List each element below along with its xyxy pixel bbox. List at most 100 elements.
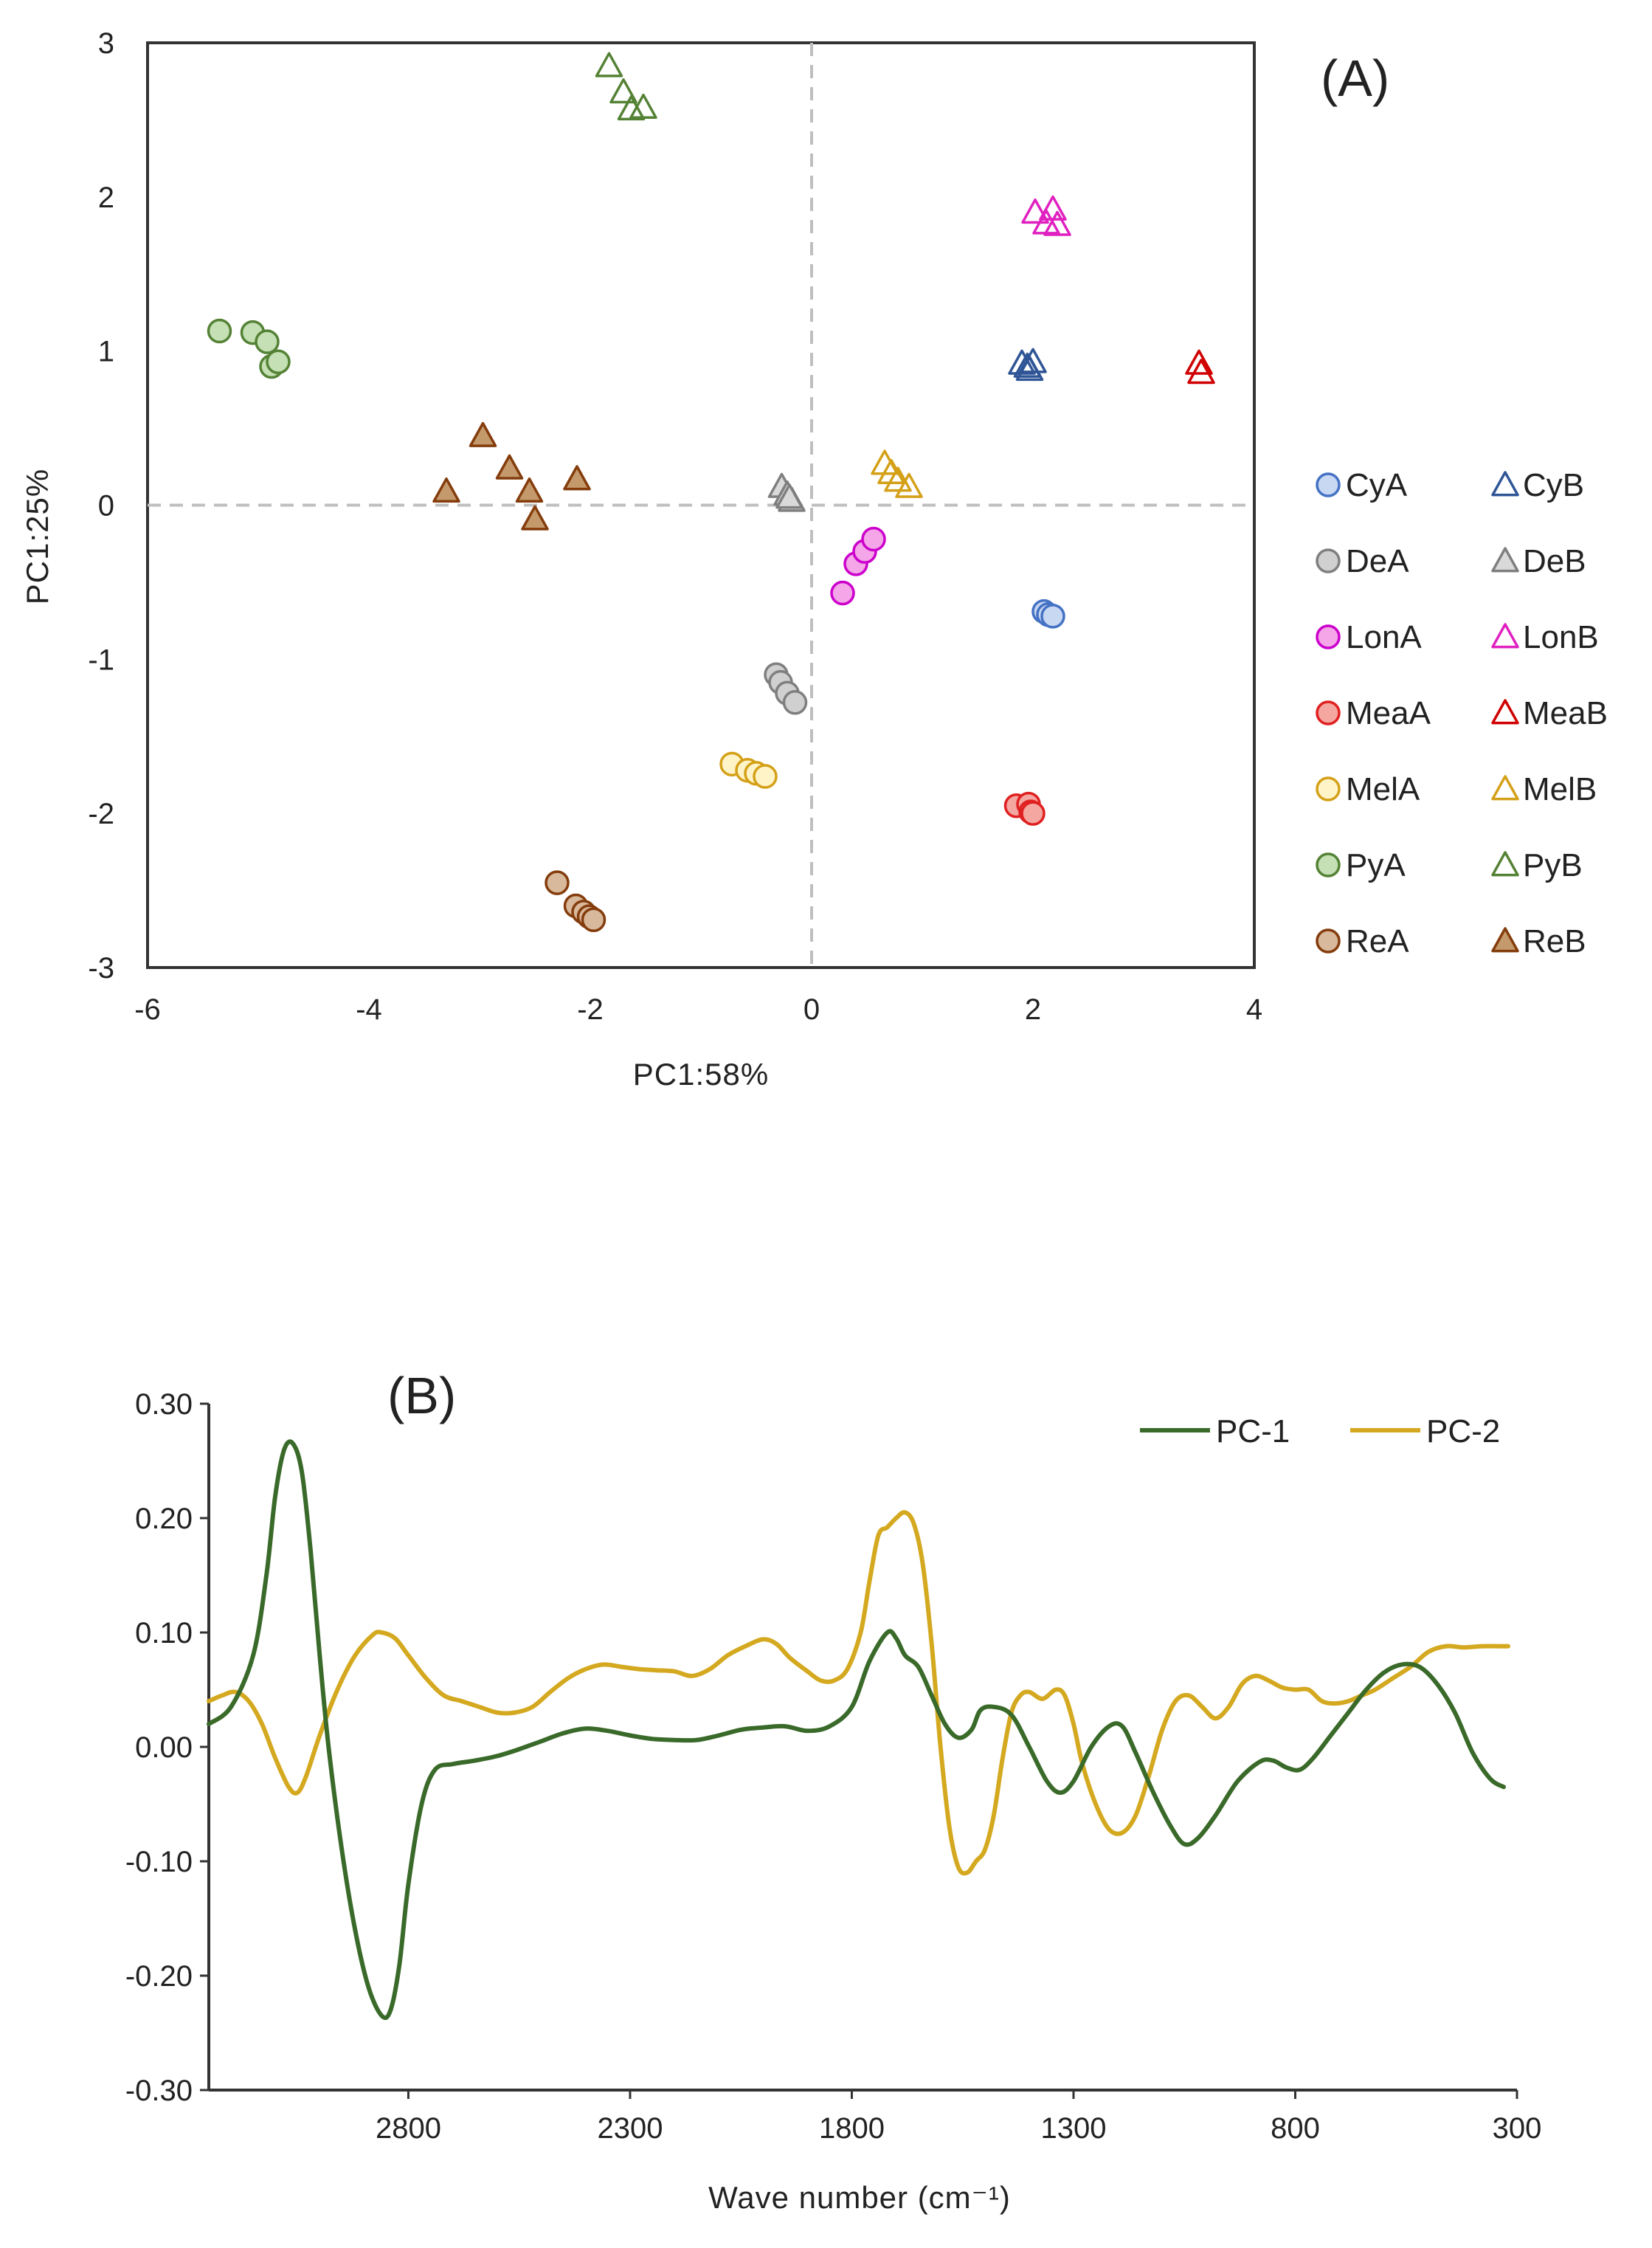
legend-marker-cya <box>1316 472 1341 497</box>
point-lona <box>830 580 855 606</box>
series-line-pc-1 <box>207 1439 1506 2021</box>
point-reb <box>495 454 524 480</box>
legend-label-dea: DeA <box>1346 543 1409 579</box>
legend-marker-dea <box>1316 548 1341 573</box>
y-tick-label: 1 <box>98 336 114 368</box>
point-reb <box>521 505 549 531</box>
legend-marker-rea <box>1316 928 1341 954</box>
point-pya <box>207 318 232 344</box>
point-melb <box>884 466 912 492</box>
point-melb <box>895 472 923 498</box>
legend-label-deb: DeB <box>1523 543 1586 579</box>
point-reb <box>469 421 497 447</box>
legend-marker-pya <box>1316 852 1341 878</box>
x-tick-label: 1800 <box>819 2112 885 2145</box>
legend-label-melb: MelB <box>1523 771 1597 807</box>
legend-label-mela: MelA <box>1346 771 1420 807</box>
legend-marker-lonb <box>1491 623 1519 649</box>
x-tick-label: -2 <box>577 993 604 1026</box>
point-rea <box>545 870 570 895</box>
point-rea <box>581 907 606 933</box>
line-series-b <box>207 1439 1510 2021</box>
x-tick-label: 4 <box>1246 993 1262 1026</box>
point-meab <box>1187 359 1215 385</box>
axis-ticks-a: -6 -4 -2 0 2 4 -3 -2 -1 0 1 2 3 <box>88 27 1262 1026</box>
point-pyb <box>629 93 657 120</box>
legend-b: PC-1 PC-2 <box>1140 1413 1500 1449</box>
x-axis-title-b: Wave number (cm⁻¹) <box>708 2180 1011 2215</box>
y-tick-label: 0 <box>98 490 114 523</box>
legend-label-rea: ReA <box>1346 923 1409 959</box>
point-reb <box>515 477 544 503</box>
point-pyb <box>595 52 623 77</box>
y-tick-label: 0.20 <box>135 1503 193 1535</box>
legend-label-lona: LonA <box>1346 619 1422 655</box>
point-dea <box>782 690 808 715</box>
x-tick-label: 2 <box>1025 993 1041 1026</box>
legend-marker-pyb <box>1491 851 1519 877</box>
legend-marker-reb <box>1491 927 1519 953</box>
legend-label-meaa: MeaA <box>1346 695 1431 731</box>
legend-label-pya: PyA <box>1346 847 1406 883</box>
point-mela <box>753 764 778 789</box>
y-tick-label: -1 <box>88 644 114 676</box>
x-tick-label: 2300 <box>597 2112 663 2145</box>
y-tick-label: -0.20 <box>125 1960 193 1993</box>
legend-marker-cyb <box>1491 471 1519 497</box>
legend-marker-meab <box>1491 699 1519 725</box>
series-line-pc-2 <box>207 1510 1510 1876</box>
point-meaa <box>1020 801 1046 826</box>
x-tick-label: -4 <box>356 993 382 1026</box>
x-tick-label: 800 <box>1271 2112 1320 2145</box>
panel-b: 0.30 0.20 0.10 0.00 -0.10 -0.20 -0.30 2800 2300 1… <box>125 1367 1542 2215</box>
y-axis-title-a: PC1:25% <box>20 469 55 604</box>
y-tick-label: -0.10 <box>125 1846 193 1878</box>
legend-marker-mela <box>1316 776 1341 801</box>
point-lonb <box>1021 198 1049 224</box>
y-tick-label: 3 <box>98 27 114 60</box>
point-pyb <box>609 78 637 104</box>
legend-label-meab: MeaB <box>1523 695 1608 731</box>
point-reb <box>432 477 460 503</box>
y-tick-label: -3 <box>88 952 114 985</box>
point-pya <box>255 329 280 354</box>
panel-label-b: (B) <box>387 1367 456 1424</box>
y-tick-label: 2 <box>98 182 114 214</box>
point-lona <box>861 526 886 552</box>
point-deb <box>775 483 803 509</box>
legend-label-pyb: PyB <box>1523 847 1583 883</box>
legend-label-pc-2: PC-2 <box>1426 1413 1500 1449</box>
legend-label-reb: ReB <box>1523 923 1586 959</box>
point-melb <box>877 458 905 484</box>
legend-label-cyb: CyB <box>1523 467 1584 503</box>
y-tick-label: 0.30 <box>135 1388 193 1421</box>
point-meab <box>1185 349 1213 375</box>
legend-label-pc-1: PC-1 <box>1216 1413 1290 1449</box>
y-tick-label: 0.10 <box>135 1617 193 1649</box>
x-axis-title-a: PC1:58% <box>633 1057 769 1092</box>
point-lonb <box>1043 210 1071 236</box>
point-cyb <box>1015 355 1044 382</box>
panel-label-a: (A) <box>1321 49 1389 107</box>
x-tick-label: -6 <box>134 993 161 1026</box>
legend-label-lonb: LonB <box>1523 619 1599 655</box>
x-tick-label: 0 <box>803 993 820 1026</box>
point-cya <box>1040 604 1065 629</box>
legend-marker-melb <box>1491 775 1519 801</box>
point-reb <box>563 465 591 491</box>
x-tick-label: 300 <box>1493 2112 1542 2145</box>
y-tick-label: -0.30 <box>125 2075 193 2107</box>
axis-ticks-b: 0.30 0.20 0.10 0.00 -0.10 -0.20 -0.30 2800 2300 1… <box>125 1388 1542 2145</box>
x-tick-label: 2800 <box>376 2112 441 2145</box>
zero-lines-a <box>148 43 1254 968</box>
legend-a: CyA CyB DeA DeB LonA LonB MeaA MeaB MelA MelB PyA P… <box>1316 467 1608 959</box>
y-tick-label: -2 <box>88 798 114 830</box>
legend-label-cya: CyA <box>1346 467 1408 503</box>
point-pya <box>266 349 291 375</box>
legend-marker-meaa <box>1316 700 1341 725</box>
y-tick-label: 0.00 <box>135 1731 193 1764</box>
legend-marker-lona <box>1316 624 1341 649</box>
legend-marker-deb <box>1491 547 1519 573</box>
